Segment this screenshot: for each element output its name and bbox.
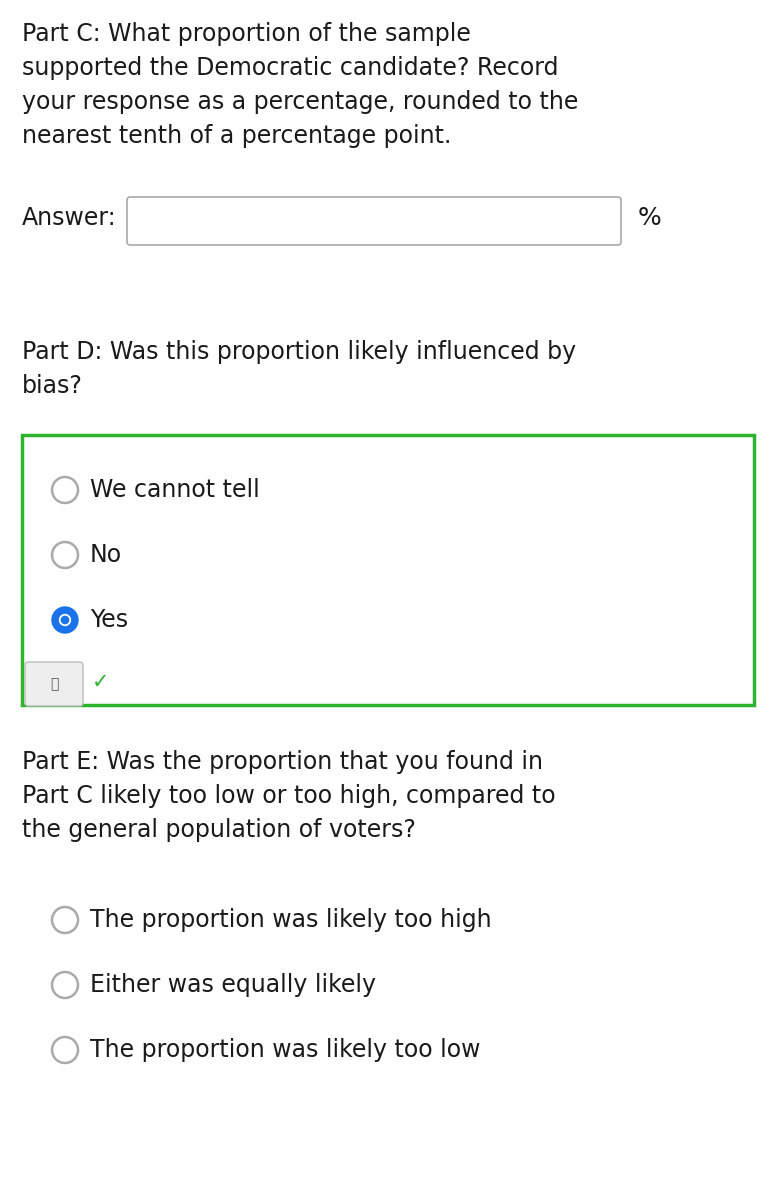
FancyBboxPatch shape (127, 197, 621, 245)
Text: 🔑: 🔑 (50, 677, 58, 691)
Text: The proportion was likely too low: The proportion was likely too low (90, 1038, 481, 1062)
Text: your response as a percentage, rounded to the: your response as a percentage, rounded t… (22, 90, 578, 114)
Text: The proportion was likely too high: The proportion was likely too high (90, 908, 492, 932)
Circle shape (61, 617, 68, 624)
Text: the general population of voters?: the general population of voters? (22, 818, 416, 842)
Circle shape (52, 607, 78, 634)
Text: bias?: bias? (22, 374, 83, 398)
Text: Part C likely too low or too high, compared to: Part C likely too low or too high, compa… (22, 784, 555, 808)
Text: nearest tenth of a percentage point.: nearest tenth of a percentage point. (22, 124, 451, 148)
Text: ✓: ✓ (92, 672, 110, 692)
Text: %: % (638, 206, 662, 230)
Circle shape (60, 614, 71, 625)
Text: Yes: Yes (90, 608, 128, 632)
Text: Part C: What proportion of the sample: Part C: What proportion of the sample (22, 22, 471, 46)
Text: We cannot tell: We cannot tell (90, 478, 260, 502)
Text: Part D: Was this proportion likely influenced by: Part D: Was this proportion likely influ… (22, 340, 576, 364)
Text: Either was equally likely: Either was equally likely (90, 973, 376, 997)
Text: Part E: Was the proportion that you found in: Part E: Was the proportion that you foun… (22, 750, 543, 774)
FancyBboxPatch shape (25, 662, 83, 706)
Text: supported the Democratic candidate? Record: supported the Democratic candidate? Reco… (22, 56, 559, 80)
Text: Answer:: Answer: (22, 206, 117, 230)
Text: No: No (90, 542, 122, 566)
FancyBboxPatch shape (22, 434, 754, 704)
